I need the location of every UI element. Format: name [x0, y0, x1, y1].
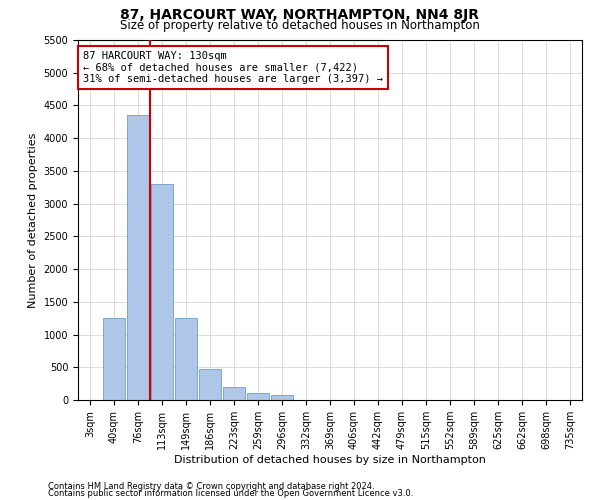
Bar: [151, 184, 173, 400]
Bar: [199, 368, 221, 400]
Text: Size of property relative to detached houses in Northampton: Size of property relative to detached ho…: [120, 18, 480, 32]
Bar: [175, 318, 197, 400]
Text: 87, HARCOURT WAY, NORTHAMPTON, NN4 8JR: 87, HARCOURT WAY, NORTHAMPTON, NN4 8JR: [121, 8, 479, 22]
Text: 87 HARCOURT WAY: 130sqm
← 68% of detached houses are smaller (7,422)
31% of semi: 87 HARCOURT WAY: 130sqm ← 68% of detache…: [83, 51, 383, 84]
X-axis label: Distribution of detached houses by size in Northampton: Distribution of detached houses by size …: [174, 455, 486, 465]
Y-axis label: Number of detached properties: Number of detached properties: [28, 132, 38, 308]
Text: Contains public sector information licensed under the Open Government Licence v3: Contains public sector information licen…: [48, 490, 413, 498]
Bar: [223, 387, 245, 400]
Bar: [103, 318, 125, 400]
Text: Contains HM Land Registry data © Crown copyright and database right 2024.: Contains HM Land Registry data © Crown c…: [48, 482, 374, 491]
Bar: [247, 394, 269, 400]
Bar: [127, 116, 149, 400]
Bar: [271, 396, 293, 400]
